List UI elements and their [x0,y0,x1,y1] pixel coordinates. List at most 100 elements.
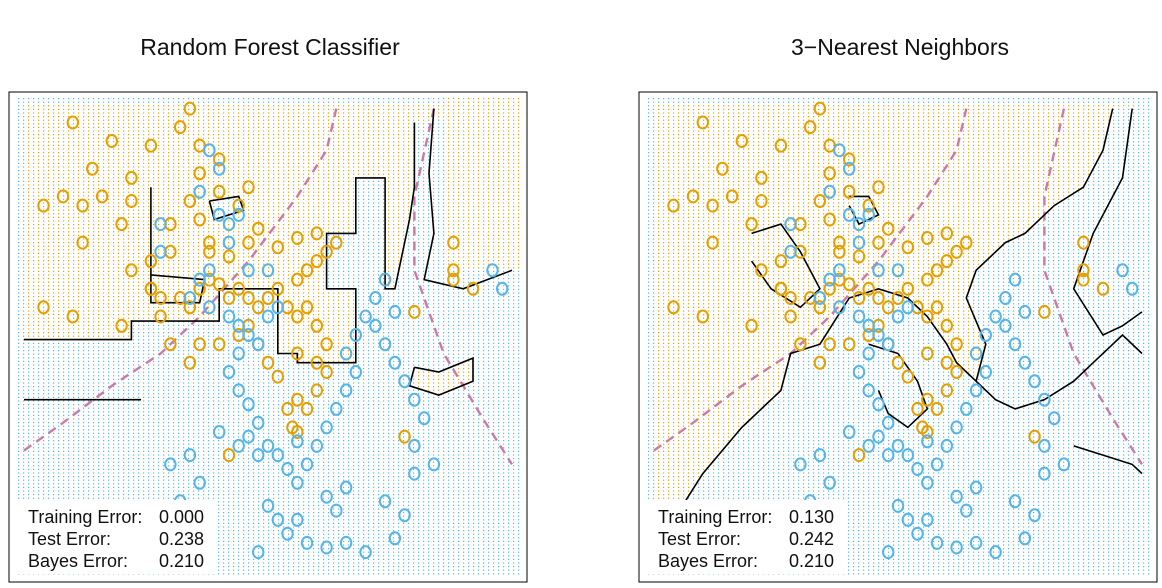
grid-dot [398,112,400,114]
grid-dot [478,108,480,110]
grid-dot [398,209,400,211]
grid-dot [418,378,420,380]
grid-dot [218,155,220,157]
grid-dot [468,368,470,370]
grid-dot [98,314,100,316]
grid-dot [28,112,30,114]
grid-dot [388,166,390,168]
grid-dot [183,317,185,319]
grid-dot [478,155,480,157]
grid-dot [203,317,205,319]
grid-dot [368,152,370,154]
grid-dot [208,310,210,312]
grid-dot [478,220,480,222]
grid-dot [323,267,325,269]
grid-dot [328,116,330,118]
grid-dot [273,141,275,143]
grid-dot [198,137,200,139]
grid-dot [293,285,295,287]
grid-dot [318,285,320,287]
grid-dot [173,155,175,157]
grid-dot [473,206,475,208]
grid-dot [173,288,175,290]
grid-dot [48,213,50,215]
grid-dot [108,134,110,136]
grid-dot [143,306,145,308]
grid-dot [418,119,420,121]
grid-dot [58,159,60,161]
grid-dot [103,159,105,161]
grid-dot [48,299,50,301]
grid-dot [303,346,305,348]
grid-dot [288,137,290,139]
grid-dot [323,198,325,200]
grid-dot [273,281,275,283]
grid-dot [53,263,55,265]
grid-dot [448,112,450,114]
grid-dot [473,108,475,110]
grid-dot [448,166,450,168]
grid-dot [128,292,130,294]
grid-dot [343,162,345,164]
grid-dot [188,134,190,136]
grid-dot [403,180,405,182]
grid-dot [123,173,125,175]
grid-dot [298,162,300,164]
grid-dot [303,321,305,323]
grid-dot [478,184,480,186]
grid-dot [308,310,310,312]
grid-dot [393,108,395,110]
grid-dot [483,198,485,200]
grid-dot [73,224,75,226]
grid-dot [298,202,300,204]
grid-dot [148,285,150,287]
grid-dot [178,116,180,118]
grid-dot [303,134,305,136]
grid-dot [118,170,120,172]
grid-dot [303,184,305,186]
grid-dot [398,170,400,172]
grid-dot [293,270,295,272]
grid-dot [278,108,280,110]
grid-dot [278,339,280,341]
grid-dot [123,310,125,312]
grid-dot [398,249,400,251]
grid-dot [173,116,175,118]
grid-dot [468,166,470,168]
grid-dot [253,144,255,146]
grid-dot [68,278,70,280]
grid-dot [168,296,170,298]
grid-dot [103,317,105,319]
grid-dot [453,123,455,125]
grid-dot [88,119,90,121]
grid-dot [388,206,390,208]
grid-dot [148,108,150,110]
grid-dot [308,227,310,229]
grid-dot [238,152,240,154]
grid-dot [278,198,280,200]
grid-dot [288,299,290,301]
grid-dot [78,292,80,294]
grid-dot [28,220,30,222]
grid-dot [408,202,410,204]
grid-dot [163,170,165,172]
grid-dot [293,324,295,326]
grid-dot [288,119,290,121]
grid-dot [58,332,60,334]
grid-dot [33,310,35,312]
grid-dot [163,299,165,301]
grid-dot [308,220,310,222]
grid-dot [193,260,195,262]
grid-dot [468,123,470,125]
grid-dot [408,105,410,107]
grid-dot [158,159,160,161]
grid-dot [178,220,180,222]
grid-dot [73,332,75,334]
grid-dot [283,126,285,128]
grid-dot [173,202,175,204]
grid-dot [448,98,450,100]
grid-dot [403,155,405,157]
grid-dot [453,231,455,233]
grid-dot [28,159,30,161]
grid-dot [208,299,210,301]
